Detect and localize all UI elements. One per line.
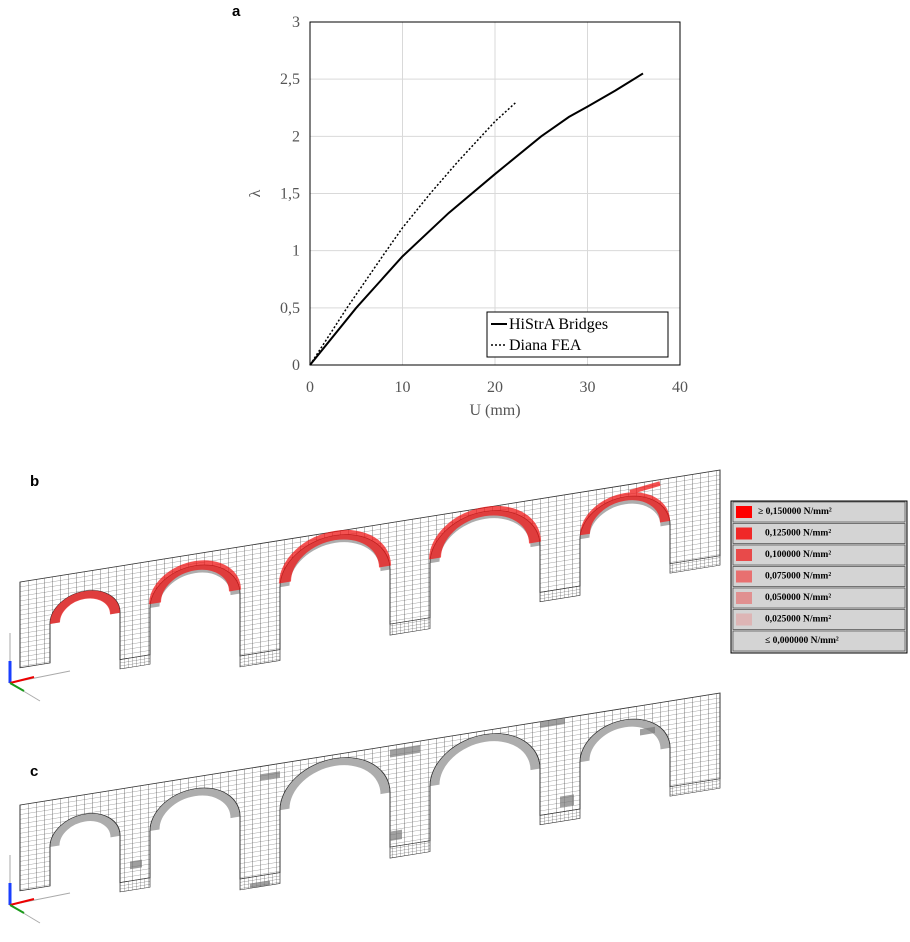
legend-swatch [736,549,752,561]
x-tick-label: 40 [672,379,688,396]
x-tick-label: 20 [487,379,503,396]
legend-label: 0,075000 N/mm² [765,572,831,582]
legend-label: 0,050000 N/mm² [765,593,831,603]
legend-swatch [736,571,752,583]
x-tick-label: 0 [306,379,314,396]
figure: abc00,511,522,53010203040U (mm)λHiStrA B… [0,0,910,942]
y-tick-label: 3 [292,14,300,31]
y-axis-label: λ [247,189,264,197]
legend-swatch [736,592,752,604]
y-tick-label: 2,5 [280,71,300,88]
y-tick-label: 1,5 [280,186,300,203]
legend-label: Diana FEA [509,337,582,354]
bridge-render [20,693,720,925]
legend-label: 0,125000 N/mm² [765,529,831,539]
legend-swatch [736,614,752,626]
y-tick-label: 0 [292,357,300,374]
x-tick-label: 30 [580,379,596,396]
legend-swatch [736,528,752,540]
x-tick-label: 10 [395,379,411,396]
legend-label: ≥ 0,150000 N/mm² [758,507,832,517]
legend-label: 0,100000 N/mm² [765,550,831,560]
legend-swatch [736,506,752,518]
panel-label: b [30,473,39,490]
legend-label: HiStrA Bridges [509,316,608,333]
y-tick-label: 1 [292,243,300,260]
legend-label: 0,025000 N/mm² [765,615,831,625]
x-axis-label: U (mm) [469,402,520,419]
bridge-render [20,470,720,702]
legend-label: ≤ 0,000000 N/mm² [765,636,839,646]
panel-label: c [30,763,38,780]
panel-label: a [232,3,241,20]
y-tick-label: 0,5 [280,300,300,317]
y-tick-label: 2 [292,128,300,145]
